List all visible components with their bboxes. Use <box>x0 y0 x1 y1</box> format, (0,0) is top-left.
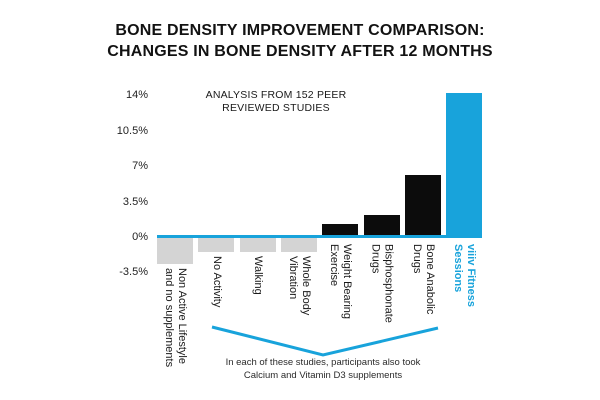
bar-bone-anabolic-drugs <box>404 175 441 237</box>
x-axis-label-walking: Walking <box>252 256 265 295</box>
x-axis-label-non-active-lifestyle-and-no-supplements: Non Active Lifestyle and no supplements <box>163 268 188 368</box>
bar-walking <box>239 237 276 253</box>
bar-viiiv-fitness-sessions <box>446 93 483 237</box>
bar-no-activity <box>198 237 235 253</box>
bar-non-active-lifestyle-and-no-supplements <box>157 237 193 265</box>
bar-whole-body-vibration <box>280 237 317 253</box>
x-axis-label-whole-body-vibration: Whole Body Vibration <box>286 256 312 316</box>
page-title-line1: BONE DENSITY IMPROVEMENT COMPARISON: <box>115 22 485 39</box>
studies-annotation: ANALYSIS FROM 152 PEER REVIEWED STUDIES <box>191 89 361 115</box>
page-title-line2: CHANGES IN BONE DENSITY AFTER 12 MONTHS <box>107 43 493 60</box>
x-axis-label-viiiv-fitness-sessions: viiiv Fitness Sessions <box>452 244 478 307</box>
x-axis-label-weight-bearing-exercise: Weight Bearing Exercise <box>328 244 354 320</box>
page-title: BONE DENSITY IMPROVEMENT COMPARISON: CHA… <box>0 20 600 62</box>
studies-annotation-line1: ANALYSIS FROM 152 PEER <box>205 89 347 101</box>
supplements-footnote-line1: In each of these studies, participants a… <box>225 357 421 368</box>
bracket-v-line <box>211 325 439 357</box>
y-axis-tick-label: 10.5% <box>116 124 148 137</box>
y-axis-tick-label: -3.5% <box>119 266 148 279</box>
x-axis-label-bone-anabolic-drugs: Bone Anabolic Drugs <box>410 244 436 315</box>
bar-bisphosphonate-drugs <box>363 214 400 237</box>
y-axis-tick-label: 14% <box>125 89 148 102</box>
y-axis-tick-label: 3.5% <box>122 195 148 208</box>
bar-weight-bearing-exercise <box>322 223 359 237</box>
x-axis-baseline <box>157 235 482 238</box>
supplements-footnote: In each of these studies, participants a… <box>173 356 473 382</box>
x-axis-label-no-activity: No Activity <box>210 256 223 308</box>
x-axis-label-bisphosphonate-drugs: Bisphosphonate Drugs <box>369 244 395 323</box>
y-axis-tick-label: 0% <box>132 231 148 243</box>
studies-annotation-line2: REVIEWED STUDIES <box>222 102 330 114</box>
y-axis-tick-label: 7% <box>132 160 148 173</box>
supplements-footnote-line2: Calcium and Vitamin D3 supplements <box>243 370 403 381</box>
